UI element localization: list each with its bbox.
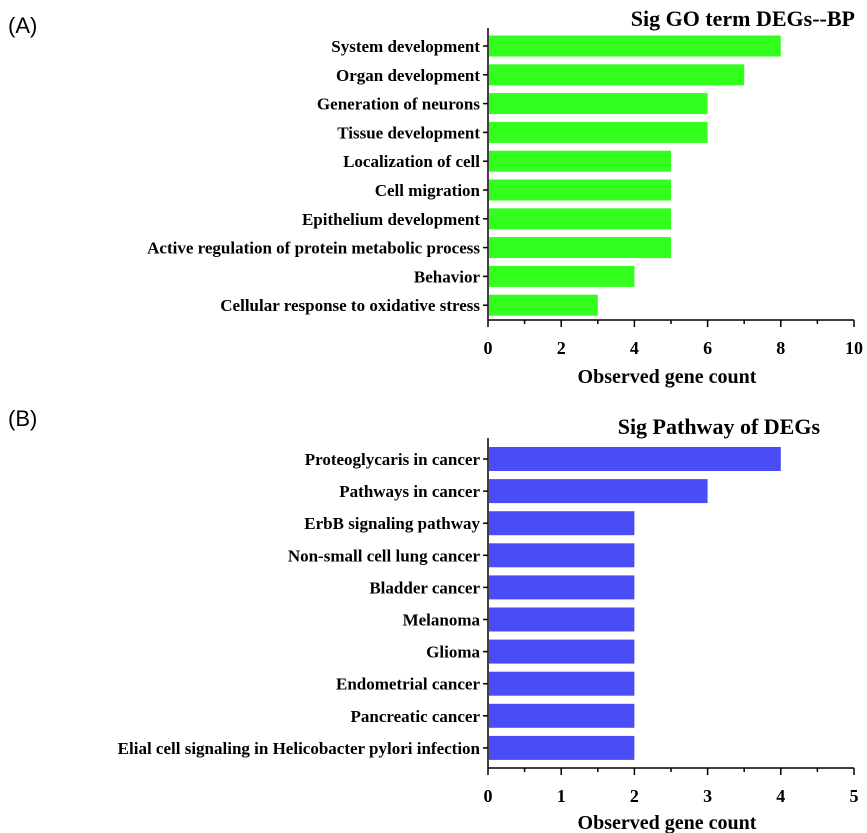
chart-panel-a: (A) Sig GO term DEGs--BP 0 2 4 6 8 10 Observed g… bbox=[8, 6, 863, 388]
bar bbox=[489, 479, 708, 504]
bar bbox=[489, 179, 671, 201]
x-tick-label: 4 bbox=[776, 786, 785, 806]
category-label: Localization of cell bbox=[343, 152, 480, 171]
x-axis-title: Observed gene count bbox=[578, 366, 757, 388]
category-label: Tissue development bbox=[337, 123, 480, 142]
category-label: Epithelium development bbox=[302, 210, 480, 229]
category-label: Pancreatic cancer bbox=[351, 707, 481, 726]
x-tick-label: 0 bbox=[484, 786, 493, 806]
category-label: Active regulation of protein metabolic p… bbox=[147, 239, 480, 258]
category-label: Melanoma bbox=[403, 611, 481, 630]
category-label: Bladder cancer bbox=[369, 578, 480, 597]
x-tick-label: 1 bbox=[557, 786, 566, 806]
category-label: Behavior bbox=[414, 267, 481, 286]
x-tick-label: 5 bbox=[850, 786, 859, 806]
bar bbox=[489, 93, 708, 115]
category-label: Cellular response to oxidative stress bbox=[220, 296, 480, 315]
chart-panel-b: (B) Sig Pathway of DEGs 0 1 2 3 4 5 Observed gen… bbox=[8, 406, 859, 833]
bar bbox=[489, 543, 635, 568]
x-tick-label: 3 bbox=[703, 786, 712, 806]
panel-letter: (B) bbox=[8, 406, 37, 431]
bar bbox=[489, 607, 635, 632]
bar bbox=[489, 639, 635, 664]
bar bbox=[489, 35, 781, 57]
bar bbox=[489, 208, 671, 230]
bar bbox=[489, 237, 671, 259]
category-label: Elial cell signaling in Helicobacter pyl… bbox=[118, 739, 481, 758]
x-tick-label: 2 bbox=[557, 338, 566, 358]
category-label: Pathways in cancer bbox=[339, 482, 480, 501]
x-tick-label: 4 bbox=[630, 338, 639, 358]
category-label: Glioma bbox=[426, 643, 480, 662]
category-label: Organ development bbox=[336, 66, 480, 85]
bar bbox=[489, 703, 635, 728]
bar bbox=[489, 511, 635, 536]
category-label: Generation of neurons bbox=[317, 95, 480, 114]
x-tick-label: 6 bbox=[703, 338, 712, 358]
x-tick-label: 10 bbox=[845, 338, 863, 358]
bar bbox=[489, 735, 635, 760]
bar bbox=[489, 575, 635, 600]
bar bbox=[489, 671, 635, 696]
bar bbox=[489, 447, 781, 471]
category-label: Proteoglycaris in cancer bbox=[305, 450, 481, 469]
panel-letter: (A) bbox=[8, 13, 37, 38]
category-label: System development bbox=[331, 37, 480, 56]
bar bbox=[489, 64, 745, 86]
chart-title: Sig Pathway of DEGs bbox=[618, 414, 821, 439]
bar bbox=[489, 150, 671, 172]
bar bbox=[489, 294, 598, 316]
bar bbox=[489, 265, 635, 287]
x-axis-title: Observed gene count bbox=[578, 812, 757, 833]
x-tick-label: 8 bbox=[776, 338, 785, 358]
category-label: Cell migration bbox=[375, 181, 481, 200]
x-tick-label: 0 bbox=[484, 338, 493, 358]
category-label: Non-small cell lung cancer bbox=[288, 546, 481, 565]
bar bbox=[489, 121, 708, 143]
category-label: Endometrial cancer bbox=[336, 675, 480, 694]
chart-title: Sig GO term DEGs--BP bbox=[631, 6, 855, 31]
x-tick-label: 2 bbox=[630, 786, 639, 806]
category-label: ErbB signaling pathway bbox=[304, 514, 480, 533]
